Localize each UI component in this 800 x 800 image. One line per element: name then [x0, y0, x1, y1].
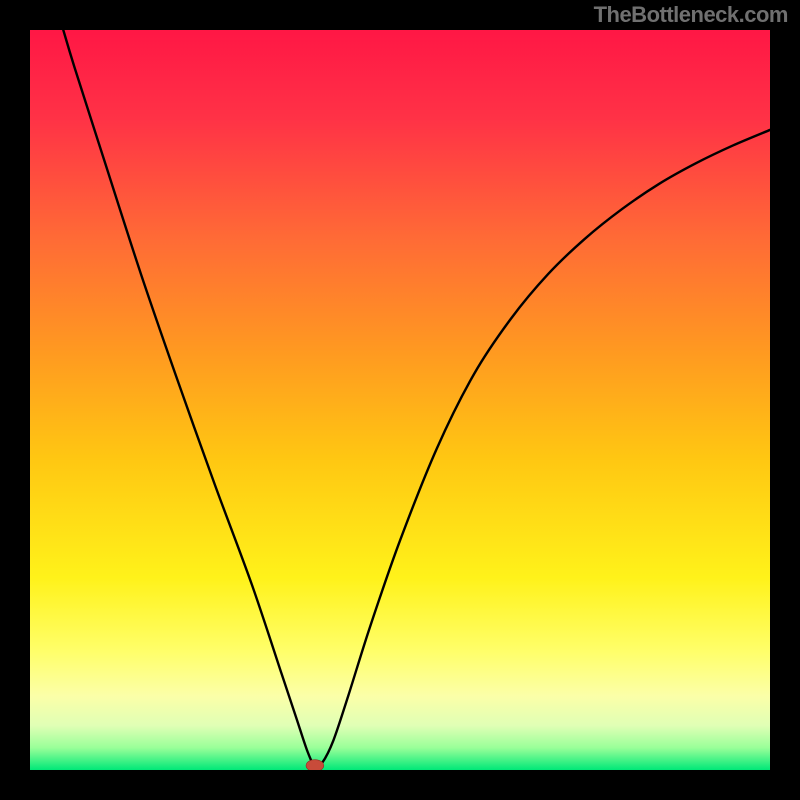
optimum-marker	[306, 760, 324, 770]
outer-frame: TheBottleneck.com	[0, 0, 800, 800]
gradient-background	[30, 30, 770, 770]
plot-area	[30, 30, 770, 770]
watermark-label: TheBottleneck.com	[0, 0, 800, 30]
bottleneck-chart	[30, 30, 770, 770]
